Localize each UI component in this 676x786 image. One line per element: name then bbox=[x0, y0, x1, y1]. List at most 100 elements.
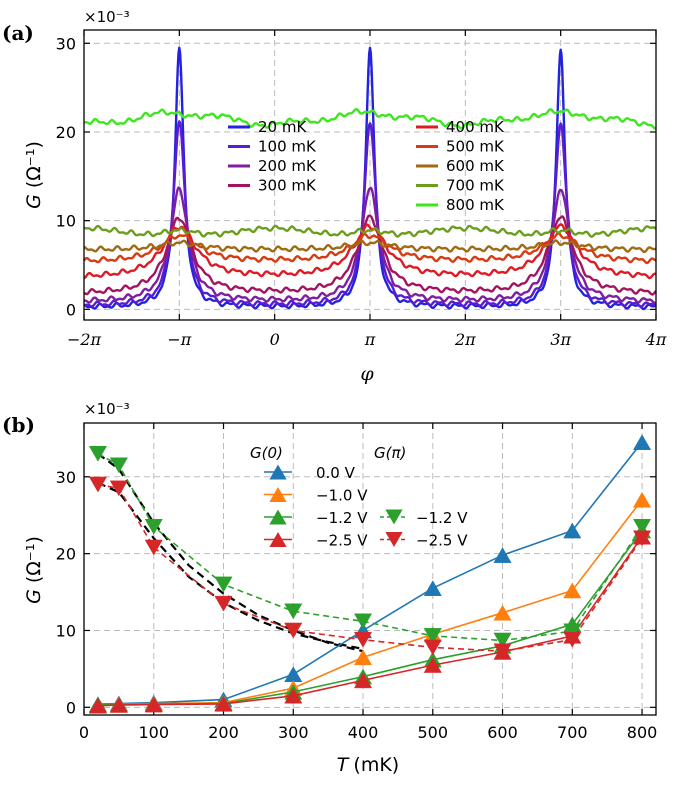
legend-marker-1-2-v bbox=[269, 509, 287, 525]
legend-label-1-0-v: −1.0 V bbox=[316, 487, 368, 505]
x-tick-label: 700 bbox=[557, 723, 588, 742]
series-line-600-mk bbox=[83, 239, 657, 254]
data-point-g-2-5-v bbox=[144, 539, 163, 556]
data-point-g-0-1-0-v bbox=[493, 604, 512, 621]
x-tick-label: 300 bbox=[278, 723, 309, 742]
x-tick-label: 200 bbox=[208, 723, 239, 742]
legend-label-0-0-v: 0.0 V bbox=[316, 464, 356, 482]
panel-a-y-exponent: ×10⁻³ bbox=[84, 8, 130, 26]
data-point-g-1-2-v bbox=[632, 518, 652, 535]
data-point-g-0-2-5-v bbox=[88, 697, 108, 714]
legend-header-gpi: G(π) bbox=[374, 444, 406, 462]
panel-label-a: (a) bbox=[2, 21, 34, 45]
legend-header-g0: G(0) bbox=[250, 444, 283, 462]
data-point-g-0-0-0-v bbox=[563, 522, 582, 539]
legend-marker-0-0-v bbox=[269, 464, 287, 480]
data-point-g-2-5-v bbox=[423, 639, 442, 656]
data-point-g-2-5-v bbox=[284, 622, 303, 639]
fit-line-fit-g-2-5-v bbox=[97, 481, 364, 650]
data-point-g-1-2-v bbox=[88, 445, 108, 462]
data-point-g-0-2-5-v bbox=[423, 657, 442, 673]
data-point-g-0-1-0-v bbox=[563, 582, 582, 599]
data-point-g-0-0-0-v bbox=[632, 434, 652, 450]
y-tick-label: 0 bbox=[66, 698, 76, 717]
series-line-g-1-2-v bbox=[97, 453, 643, 642]
legend-label-800-mk: 800 mK bbox=[446, 196, 505, 214]
legend-marker-1-0-v bbox=[269, 487, 287, 502]
panel-a-y-axis-label: G(Ω⁻¹) bbox=[23, 141, 45, 209]
panel-b-fits bbox=[97, 452, 364, 653]
data-point-g-1-2-v bbox=[493, 632, 512, 649]
legend-marker-gpi-1-2-v bbox=[385, 509, 403, 525]
data-point-g-1-2-v bbox=[353, 613, 373, 630]
data-point-g-0-0-0-v bbox=[423, 580, 442, 596]
data-point-g-2-5-v bbox=[109, 480, 128, 497]
x-tick-label: π bbox=[364, 330, 376, 349]
legend-label-400-mk: 400 mK bbox=[446, 118, 505, 136]
data-point-g-2-5-v bbox=[632, 530, 652, 547]
panel-label-b: (b) bbox=[2, 413, 35, 437]
data-point-g-0-0-0-v bbox=[493, 547, 512, 563]
legend-label-100-mk: 100 mK bbox=[258, 138, 317, 156]
x-tick-label: 0 bbox=[79, 723, 89, 742]
legend-label-2-5-v: −2.5 V bbox=[316, 532, 368, 550]
data-point-g-1-2-v bbox=[563, 623, 582, 640]
data-point-g-0-2-5-v bbox=[144, 696, 163, 713]
series-line-800-mk bbox=[83, 107, 657, 130]
x-tick-label: −2π bbox=[67, 330, 102, 349]
panel-b-y-exponent: ×10⁻³ bbox=[84, 400, 130, 418]
x-tick-label: −π bbox=[167, 330, 191, 349]
y-tick-label: 20 bbox=[56, 545, 76, 564]
data-point-g-0-2-5-v bbox=[284, 687, 303, 704]
legend-label-20-mk: 20 mK bbox=[258, 118, 307, 136]
series-line-500-mk bbox=[83, 232, 657, 265]
data-point-g-0-0-0-v bbox=[284, 666, 303, 683]
series-line-g-2-5-v bbox=[97, 483, 643, 653]
legend-marker-gpi-2-5-v bbox=[385, 532, 403, 547]
data-point-g-2-5-v bbox=[214, 595, 233, 612]
series-line-700-mk bbox=[83, 224, 657, 238]
series-line-300-mk bbox=[83, 214, 657, 296]
x-tick-label: 800 bbox=[627, 723, 658, 742]
data-point-g-2-5-v bbox=[563, 631, 582, 648]
panel-b-grid bbox=[84, 423, 656, 715]
panel-b-y-axis-label: G(Ω⁻¹) bbox=[23, 536, 45, 604]
data-point-g-1-2-v bbox=[109, 457, 128, 474]
panel-b-x-axis-label: T (mK) bbox=[337, 754, 399, 776]
data-point-g-1-2-v bbox=[284, 603, 303, 620]
legend-label-gpi-1-2-v: −1.2 V bbox=[416, 509, 468, 527]
x-tick-label: 500 bbox=[418, 723, 449, 742]
panel-b-frame bbox=[83, 422, 657, 716]
x-tick-label: 3π bbox=[550, 330, 571, 349]
legend-label-500-mk: 500 mK bbox=[446, 138, 505, 156]
series-line-100-mk bbox=[83, 120, 657, 308]
y-tick-label: 10 bbox=[56, 621, 76, 640]
legend-marker-2-5-v bbox=[269, 532, 287, 547]
panel-b-series bbox=[88, 434, 652, 714]
legend-label-200-mk: 200 mK bbox=[258, 157, 317, 175]
data-point-g-2-5-v bbox=[88, 476, 108, 493]
x-tick-label: 600 bbox=[487, 723, 518, 742]
data-point-g-0-2-5-v bbox=[353, 672, 373, 689]
legend-label-gpi-2-5-v: −2.5 V bbox=[416, 532, 468, 550]
x-tick-label: 100 bbox=[138, 723, 169, 742]
series-line-200-mk bbox=[83, 186, 657, 305]
data-point-g-0-1-0-v bbox=[353, 649, 373, 666]
fit-line-fit-g-1-2-v bbox=[97, 452, 364, 653]
data-point-g-1-2-v bbox=[423, 628, 442, 644]
x-tick-label: 400 bbox=[348, 723, 379, 742]
x-tick-label: 4π bbox=[645, 330, 667, 349]
legend-label-700-mk: 700 mK bbox=[446, 177, 505, 195]
x-tick-label: 0 bbox=[270, 330, 280, 349]
legend-label-1-2-v: −1.2 V bbox=[316, 509, 368, 527]
y-tick-label: 10 bbox=[56, 212, 76, 231]
panel-a-frame bbox=[83, 29, 657, 321]
panel-a-ticks: −2π −π 0 π 2π 3π 4π 0 10 20 30 bbox=[56, 30, 667, 349]
data-point-g-0-2-5-v bbox=[109, 697, 128, 713]
x-tick-label: 2π bbox=[454, 330, 476, 349]
y-tick-label: 20 bbox=[56, 123, 76, 142]
series-line-g-0-2-5-v bbox=[97, 536, 643, 707]
data-point-g-0-1-0-v bbox=[632, 491, 652, 508]
y-tick-label: 0 bbox=[66, 300, 76, 319]
